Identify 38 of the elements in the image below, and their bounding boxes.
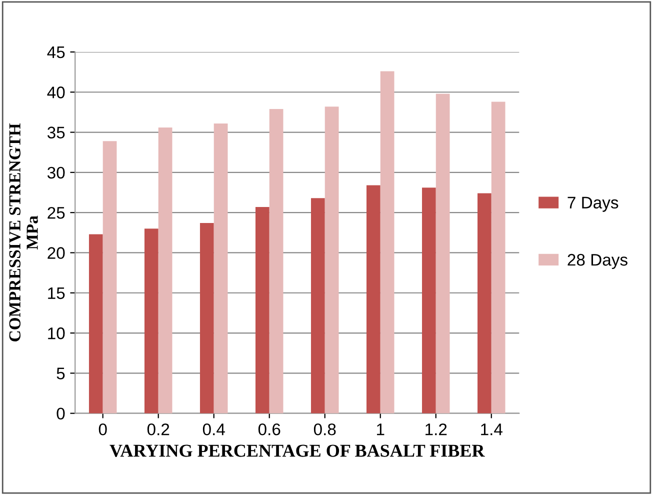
- legend-label: 7 Days: [568, 196, 618, 212]
- y-tick-label: 40: [47, 86, 65, 98]
- bar: [380, 71, 394, 414]
- bar: [144, 228, 158, 414]
- x-tick-label: 0.6: [258, 423, 280, 436]
- x-tick-label: 1.2: [426, 423, 447, 436]
- bar: [422, 188, 436, 414]
- y-tick-label: 45: [47, 46, 65, 58]
- x-tick-label: 0: [98, 423, 107, 436]
- x-tick-label: 0.8: [314, 423, 336, 436]
- legend-label: 28 Days: [568, 254, 628, 270]
- y-tick-label: 10: [48, 327, 65, 340]
- bar: [436, 94, 450, 414]
- x-axis-title: VARYING PERCENTAGE OF BASALT FIBER: [110, 444, 485, 457]
- y-tick-label: 15: [48, 287, 65, 300]
- y-tick-label: 0: [56, 408, 65, 420]
- y-axis-title: COMPRESSIVE STRENGTH MPa: [9, 123, 38, 342]
- bar: [214, 123, 228, 414]
- bar: [324, 106, 339, 414]
- y-tick-label: 25: [48, 206, 65, 219]
- bar: [478, 193, 492, 414]
- bar: [102, 141, 117, 414]
- x-tick-label: 1.4: [481, 424, 502, 436]
- bar: [491, 102, 506, 414]
- x-tick-label: 0.4: [202, 423, 225, 436]
- y-tick-label: 5: [56, 368, 65, 380]
- y-tick-label: 35: [47, 126, 65, 138]
- bar: [255, 206, 270, 414]
- y-tick-label: 20: [48, 247, 65, 259]
- bar: [269, 108, 284, 414]
- bar: [310, 198, 325, 414]
- y-tick-label: 30: [47, 166, 65, 179]
- bar: [366, 185, 380, 414]
- bar: [88, 234, 103, 414]
- bar: [158, 127, 172, 414]
- x-tick-label: 1: [377, 424, 384, 436]
- x-tick-label: 0.2: [147, 423, 170, 436]
- bar: [200, 223, 214, 414]
